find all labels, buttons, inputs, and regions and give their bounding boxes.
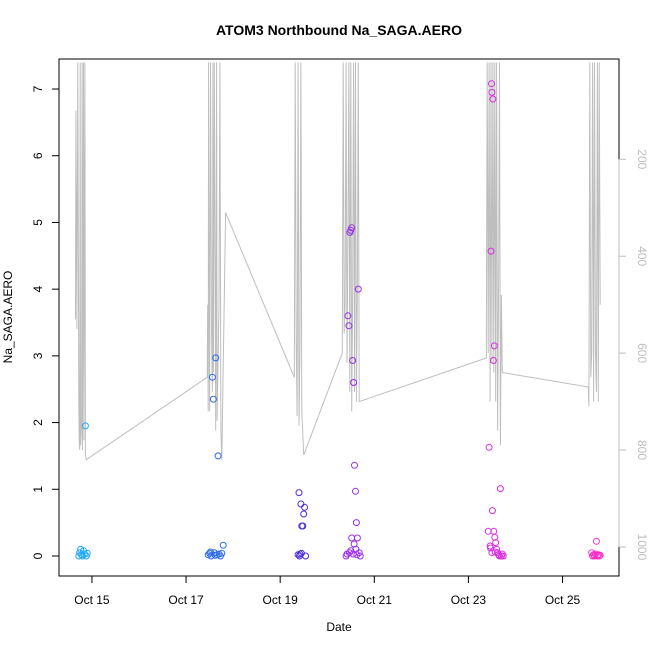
- data-point: [489, 357, 497, 364]
- data-point: [300, 510, 308, 518]
- data-point: [488, 549, 496, 557]
- data-point: [496, 552, 503, 560]
- data-point: [499, 552, 507, 560]
- data-point: [215, 550, 223, 558]
- y-axis: 0 1 2 3 4 5 6 7: [31, 85, 60, 559]
- data-point: [81, 422, 89, 430]
- y2-tick-label: 600: [635, 343, 649, 363]
- x-tick-label: Oct 25: [545, 593, 581, 607]
- data-point: [352, 487, 359, 495]
- y2-axis: 200 400 600 800 1000: [618, 149, 649, 561]
- data-point: [491, 548, 499, 556]
- data-point: [485, 443, 493, 451]
- data-point: [208, 373, 216, 381]
- data-point: [596, 551, 604, 559]
- y2-tick-label: 800: [635, 440, 649, 460]
- data-point: [219, 541, 227, 549]
- x-axis: Oct 15 Oct 17 Oct 19 Oct 21 Oct 23 Oct 25: [74, 575, 581, 607]
- data-point: [488, 88, 496, 96]
- data-point: [355, 549, 363, 557]
- data-point: [496, 485, 504, 493]
- data-point: [490, 342, 498, 350]
- data-point: [207, 548, 214, 556]
- data-point: [488, 80, 495, 88]
- data-point: [350, 379, 358, 386]
- y-tick-label: 3: [31, 352, 45, 359]
- data-point: [349, 357, 357, 364]
- y-tick-label: 7: [31, 85, 45, 92]
- chart-title: ATOM3 Northbound Na_SAGA.AERO: [216, 22, 462, 38]
- series-5: [484, 80, 507, 560]
- data-point: [212, 354, 220, 362]
- data-point: [80, 550, 88, 558]
- data-point: [592, 537, 600, 545]
- series-3: [294, 489, 310, 560]
- data-point: [487, 247, 495, 255]
- altitude-line: [75, 62, 601, 461]
- y-tick-label: 4: [31, 285, 45, 292]
- data-point: [348, 534, 356, 542]
- data-point: [345, 322, 353, 330]
- x-tick-label: Oct 15: [74, 593, 110, 607]
- y-tick-label: 0: [31, 552, 45, 559]
- data-point: [297, 549, 305, 557]
- x-tick-label: Oct 23: [451, 593, 487, 607]
- scatter-points-layer: [75, 80, 604, 560]
- data-point: [348, 224, 356, 232]
- x-tick-label: Oct 19: [262, 593, 298, 607]
- data-point: [209, 395, 217, 403]
- x-tick-label: Oct 21: [357, 593, 393, 607]
- data-point: [352, 519, 360, 527]
- data-point: [295, 489, 303, 497]
- data-point: [491, 533, 499, 541]
- data-point: [487, 544, 494, 552]
- x-axis-label: Date: [326, 620, 352, 634]
- y-tick-label: 1: [31, 486, 45, 493]
- y-tick-label: 2: [31, 419, 45, 426]
- series-1: [75, 422, 91, 560]
- data-point: [488, 507, 496, 515]
- series-2: [204, 354, 227, 560]
- data-point: [299, 522, 307, 530]
- data-point: [83, 549, 91, 557]
- data-point: [354, 285, 362, 293]
- x-tick-label: Oct 17: [168, 593, 204, 607]
- y2-tick-label: 1000: [635, 534, 649, 561]
- data-point: [595, 552, 603, 560]
- data-point: [592, 550, 599, 558]
- data-point: [214, 452, 222, 460]
- series-6: [588, 537, 604, 560]
- data-point: [211, 551, 219, 559]
- y2-tick-label: 200: [635, 149, 649, 169]
- data-point: [344, 312, 352, 320]
- data-point: [492, 539, 500, 547]
- y2-tick-label: 400: [635, 246, 649, 266]
- y-axis-label: Na_SAGA.AERO: [1, 271, 15, 364]
- data-point: [301, 503, 309, 511]
- altitude-track-layer: [75, 62, 601, 461]
- data-point: [218, 549, 226, 557]
- y-tick-label: 5: [31, 219, 45, 226]
- data-point: [356, 552, 364, 560]
- data-point: [351, 461, 358, 469]
- data-point: [489, 95, 497, 103]
- data-point: [353, 551, 361, 559]
- data-point: [343, 550, 351, 558]
- y-tick-label: 6: [31, 152, 45, 159]
- series-4: [342, 224, 364, 560]
